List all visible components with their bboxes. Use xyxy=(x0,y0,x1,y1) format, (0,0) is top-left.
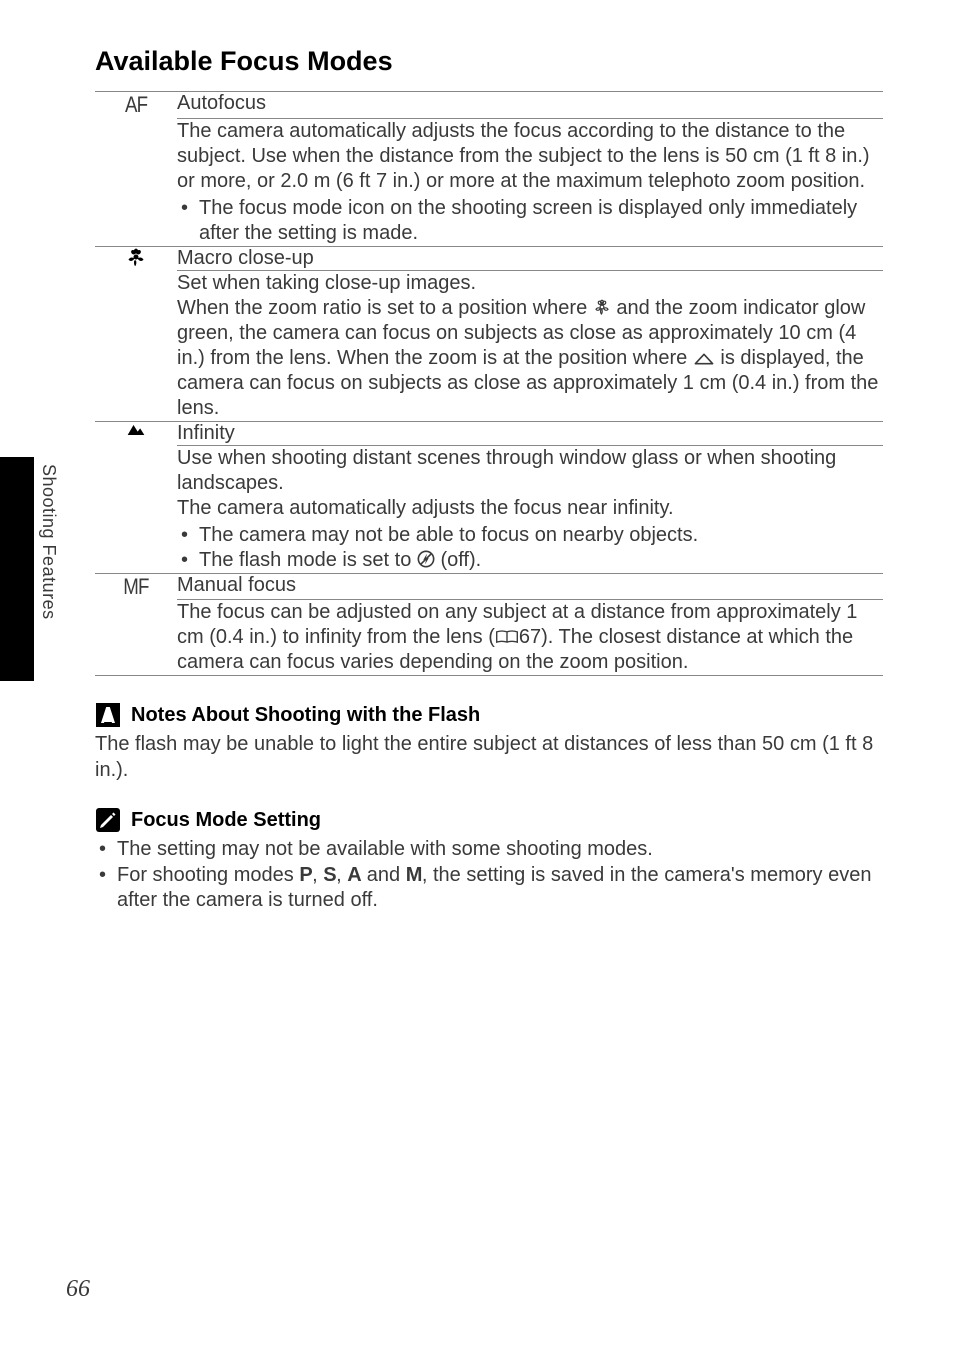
book-icon xyxy=(495,629,519,645)
bullet: The focus mode icon on the shooting scre… xyxy=(177,196,883,246)
bullet: The flash mode is set to (off). xyxy=(177,548,883,573)
note-text: The flash may be unable to light the ent… xyxy=(95,732,883,783)
mode-body: Use when shooting distant scenes through… xyxy=(177,445,883,573)
page-number: 66 xyxy=(66,1276,90,1303)
note-heading: Notes About Shooting with the Flash xyxy=(95,702,883,728)
note-heading: Focus Mode Setting xyxy=(95,807,883,833)
mode-icon-macro xyxy=(95,246,177,270)
mode-icon-infinity xyxy=(95,421,177,445)
notes-flash: Notes About Shooting with the Flash The … xyxy=(95,702,883,783)
triangle-icon xyxy=(693,352,715,366)
mountain-icon xyxy=(126,423,146,437)
pencil-note-icon xyxy=(95,807,121,833)
page-content: Available Focus Modes AF Autofocus The c… xyxy=(95,46,883,914)
flower-icon xyxy=(126,247,146,267)
mode-body: Set when taking close-up images. When th… xyxy=(177,270,883,421)
mode-name: Manual focus xyxy=(177,573,883,600)
bullet: For shooting modes P, S, A and M, the se… xyxy=(95,863,883,914)
notes-setting: Focus Mode Setting The setting may not b… xyxy=(95,807,883,914)
bullet: The setting may not be available with so… xyxy=(95,837,883,863)
mode-name: Infinity xyxy=(177,421,883,445)
bullet: The camera may not be able to focus on n… xyxy=(177,523,883,548)
flower-outline-icon xyxy=(593,298,611,316)
page-title: Available Focus Modes xyxy=(95,46,883,77)
mode-icon-mf: MF xyxy=(95,573,177,600)
caution-icon xyxy=(95,702,121,728)
mode-name: Autofocus xyxy=(177,92,883,119)
mode-name: Macro close-up xyxy=(177,246,883,270)
flash-off-icon xyxy=(417,550,435,568)
focus-modes-table: AF Autofocus The camera automatically ad… xyxy=(95,91,883,676)
mode-body: The camera automatically adjusts the foc… xyxy=(177,118,883,246)
side-tab xyxy=(0,457,34,681)
mode-body: The focus can be adjusted on any subject… xyxy=(177,600,883,676)
mode-icon-af: AF xyxy=(95,92,177,119)
side-section-label: Shooting Features xyxy=(38,464,59,620)
